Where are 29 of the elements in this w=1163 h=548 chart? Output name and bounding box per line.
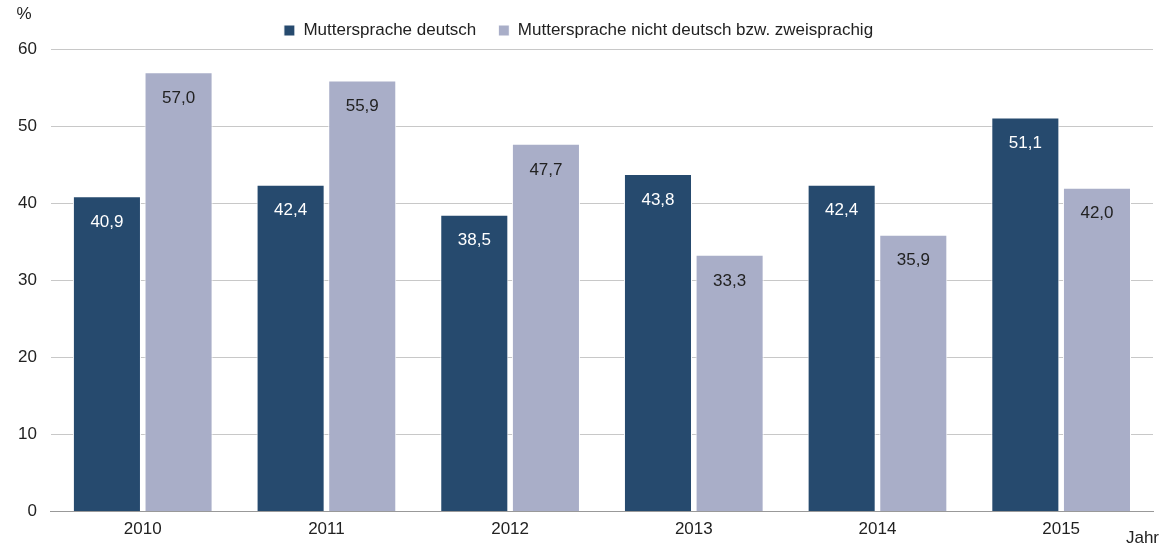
x-tick-label: 2010: [123, 519, 162, 539]
y-tick-label: 0: [27, 501, 37, 521]
data-label: 35,9: [896, 250, 930, 270]
x-tick-label: 2015: [1042, 519, 1081, 539]
y-tick-label: 40: [17, 192, 37, 212]
data-label: 33,3: [713, 270, 747, 290]
y-tick-label: 20: [17, 347, 37, 367]
data-label: 38,5: [457, 230, 491, 250]
y-axis-title: %: [16, 3, 32, 23]
y-tick-label: 60: [17, 38, 37, 58]
data-label: 57,0: [162, 87, 196, 107]
x-tick-label: 2012: [491, 519, 530, 539]
legend-label: Muttersprache nicht deutsch bzw. zweisprachig: [517, 20, 874, 40]
data-label: 40,9: [90, 211, 124, 231]
data-label: 42,0: [1080, 203, 1114, 223]
data-label: 51,1: [1008, 133, 1042, 153]
data-label: 47,7: [529, 159, 563, 179]
x-tick-label: 2014: [858, 519, 897, 539]
x-tick-label: 2013: [674, 519, 713, 539]
y-tick-label: 10: [17, 424, 37, 444]
data-label: 42,4: [825, 200, 859, 220]
legend-label: Muttersprache deutsch: [303, 20, 477, 40]
data-label: 42,4: [274, 200, 308, 220]
x-tick-label: 2011: [308, 519, 345, 539]
data-label: 55,9: [345, 96, 379, 116]
y-tick-label: 50: [17, 115, 37, 135]
y-tick-label: 30: [17, 269, 37, 289]
x-axis-title: Jahr: [1125, 528, 1160, 548]
data-label: 43,8: [641, 189, 675, 209]
